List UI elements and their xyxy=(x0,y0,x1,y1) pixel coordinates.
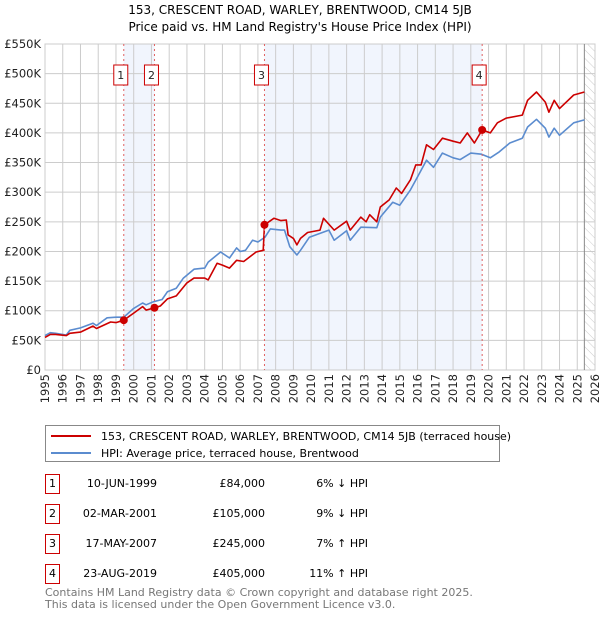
transaction-price: £105,000 xyxy=(212,507,266,520)
y-tick-label: £150K xyxy=(4,274,41,288)
transaction-row: 2 02-MAR-2001 £105,000 9% ↓ HPI xyxy=(45,504,445,524)
x-tick-label: 2024 xyxy=(553,374,567,403)
sale-point xyxy=(119,316,128,325)
y-tick-label: £300K xyxy=(4,185,41,199)
x-tick-label: 2009 xyxy=(286,374,300,403)
transaction-price: £84,000 xyxy=(219,477,266,490)
transaction-number-badge: 4 xyxy=(45,564,60,584)
y-tick-label: £350K xyxy=(4,156,41,170)
legend-label-hpi: HPI: Average price, terraced house, Bren… xyxy=(101,446,359,460)
y-tick-label: £50K xyxy=(12,333,42,347)
footer-line-1: Contains HM Land Registry data © Crown c… xyxy=(45,586,473,599)
sale-point xyxy=(478,125,487,134)
transaction-number-badge: 3 xyxy=(45,534,60,554)
shaded-period xyxy=(264,44,483,370)
y-tick-label: £550K xyxy=(4,37,41,51)
x-tick-label: 1998 xyxy=(91,374,105,403)
transaction-date: 10-JUN-1999 xyxy=(86,477,157,490)
x-tick-label: 2014 xyxy=(375,374,389,403)
y-tick-label: £100K xyxy=(4,304,41,318)
x-tick-label: 2018 xyxy=(446,374,460,403)
x-tick-label: 2010 xyxy=(304,374,318,403)
footer: Contains HM Land Registry data © Crown c… xyxy=(45,587,473,611)
x-tick-label: 1997 xyxy=(73,374,87,403)
y-tick-label: £250K xyxy=(4,215,41,229)
sale-label-box xyxy=(143,64,159,86)
x-tick-label: 2019 xyxy=(464,374,478,403)
sale-point xyxy=(150,303,159,312)
x-tick-label: 2016 xyxy=(411,374,425,403)
price-chart: 153, CRESCENT ROAD, WARLEY, BRENTWOOD, C… xyxy=(4,3,600,403)
x-tick-label: 2004 xyxy=(198,374,212,403)
x-tick-label: 1996 xyxy=(56,374,70,403)
legend-label-property: 153, CRESCENT ROAD, WARLEY, BRENTWOOD, C… xyxy=(101,429,512,443)
x-tick-label: 1995 xyxy=(38,374,52,403)
sale-label: 1 xyxy=(117,69,124,82)
x-tick-label: 2023 xyxy=(535,374,549,403)
shaded-period xyxy=(123,44,155,370)
y-tick-label: £0 xyxy=(26,363,41,377)
transaction-hpi-diff: 7% ↑ HPI xyxy=(316,537,368,550)
x-tick-label: 2017 xyxy=(428,374,442,403)
x-tick-label: 2022 xyxy=(517,374,531,403)
x-tick-label: 2001 xyxy=(144,374,158,403)
x-tick-label: 2021 xyxy=(499,374,513,403)
transaction-hpi-diff: 9% ↓ HPI xyxy=(316,507,368,520)
x-tick-label: 2000 xyxy=(127,374,141,403)
transaction-row: 4 23-AUG-2019 £405,000 11% ↑ HPI xyxy=(45,564,445,584)
legend: 153, CRESCENT ROAD, WARLEY, BRENTWOOD, C… xyxy=(45,425,511,462)
plot-frame xyxy=(44,43,596,371)
transaction-price: £405,000 xyxy=(212,567,266,580)
forecast-hatch xyxy=(584,44,595,370)
x-tick-label: 2015 xyxy=(393,374,407,403)
transaction-hpi-diff: 11% ↑ HPI xyxy=(309,567,368,580)
y-tick-label: £400K xyxy=(4,126,41,140)
sale-label-box xyxy=(471,64,487,86)
y-tick-label: £500K xyxy=(4,67,41,81)
sale-label: 3 xyxy=(258,69,265,82)
x-tick-label: 2026 xyxy=(588,374,600,403)
x-tick-label: 2008 xyxy=(269,374,283,403)
transaction-number-badge: 2 xyxy=(45,504,60,524)
transaction-date: 23-AUG-2019 xyxy=(83,567,157,580)
x-tick-label: 2025 xyxy=(570,374,584,403)
transaction-date: 17-MAY-2007 xyxy=(85,537,157,550)
series-line xyxy=(44,118,585,337)
legend-item-hpi: HPI: Average price, terraced house, Bren… xyxy=(51,445,359,461)
transaction-date: 02-MAR-2001 xyxy=(82,507,157,520)
transaction-hpi-diff: 6% ↓ HPI xyxy=(316,477,368,490)
footer-line-2: This data is licensed under the Open Gov… xyxy=(45,598,396,611)
x-tick-label: 2012 xyxy=(340,374,354,403)
x-tick-label: 2002 xyxy=(162,374,176,403)
sale-label-box xyxy=(113,64,129,86)
sale-label-box xyxy=(253,64,269,86)
x-tick-label: 1999 xyxy=(109,374,123,403)
y-tick-label: £200K xyxy=(4,244,41,258)
transaction-row: 3 17-MAY-2007 £245,000 7% ↑ HPI xyxy=(45,534,445,554)
x-tick-label: 2007 xyxy=(251,374,265,403)
x-tick-label: 2003 xyxy=(180,374,194,403)
x-tick-label: 2011 xyxy=(322,374,336,403)
legend-swatch-red xyxy=(51,435,91,437)
legend-swatch-blue xyxy=(51,452,91,454)
x-tick-label: 2013 xyxy=(357,374,371,403)
transaction-row: 1 10-JUN-1999 £84,000 6% ↓ HPI xyxy=(45,474,445,494)
sale-label: 4 xyxy=(476,69,483,82)
sale-label: 2 xyxy=(148,69,155,82)
x-tick-label: 2020 xyxy=(482,374,496,403)
x-tick-label: 2005 xyxy=(215,374,229,403)
x-tick-label: 2006 xyxy=(233,374,247,403)
legend-item-property: 153, CRESCENT ROAD, WARLEY, BRENTWOOD, C… xyxy=(51,428,511,444)
transaction-number-badge: 1 xyxy=(45,474,60,494)
transaction-price: £245,000 xyxy=(212,537,266,550)
sale-point xyxy=(260,220,269,229)
chart-title: 153, CRESCENT ROAD, WARLEY, BRENTWOOD, C… xyxy=(128,3,471,17)
y-tick-label: £450K xyxy=(4,96,41,110)
chart-subtitle: Price paid vs. HM Land Registry's House … xyxy=(128,20,471,34)
